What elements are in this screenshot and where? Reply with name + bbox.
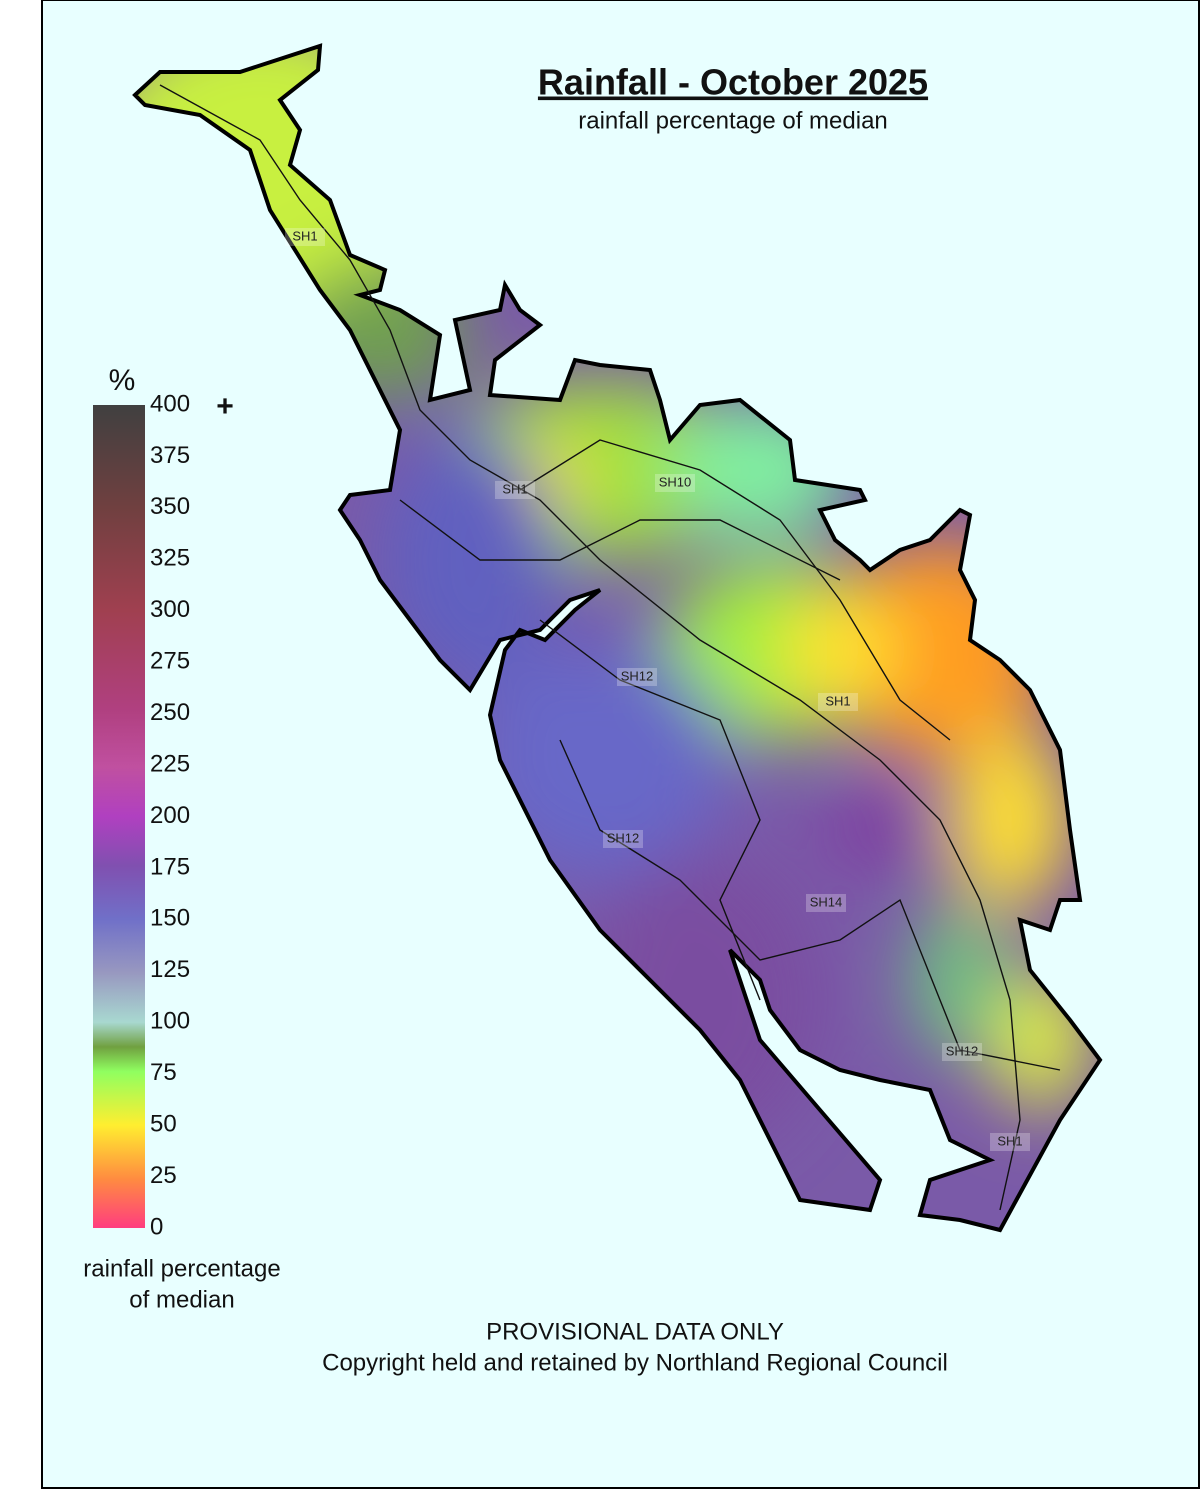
road-label: SH12 [621, 668, 654, 683]
road-label-bg [942, 1043, 982, 1061]
legend-label: of median [129, 1286, 234, 1313]
color-scale [93, 405, 145, 1228]
scale-tick-label: 350 [150, 493, 190, 520]
road-label: SH1 [997, 1133, 1022, 1148]
scale-tick-label: 175 [150, 853, 190, 880]
scale-tick-label: 200 [150, 802, 190, 829]
scale-tick-label: 250 [150, 699, 190, 726]
road-label-bg [495, 481, 535, 499]
road-label: SH10 [659, 474, 692, 489]
legend-unit: % [109, 364, 136, 397]
scale-tick-label: 150 [150, 905, 190, 932]
road-label-bg [285, 228, 325, 246]
road-label: SH1 [825, 693, 850, 708]
scale-tick-label: 0 [150, 1213, 163, 1240]
legend-label: rainfall percentage [83, 1255, 280, 1282]
road-label-bg [603, 830, 643, 848]
road-label-bg [655, 474, 695, 492]
road-label: SH12 [607, 830, 640, 845]
road-label: SH14 [810, 894, 843, 909]
scale-tick-label: 125 [150, 956, 190, 983]
scale-tick-label: 375 [150, 442, 190, 469]
road-label: SH1 [292, 228, 317, 243]
scale-tick-label: 325 [150, 545, 190, 572]
scale-tick-label: 100 [150, 1008, 190, 1035]
scale-tick-label: 400 [150, 390, 190, 417]
copyright: Copyright held and retained by Northland… [322, 1349, 948, 1376]
road-label-bg [617, 668, 657, 686]
road-label: SH1 [502, 481, 527, 496]
title: Rainfall - October 2025 [538, 62, 928, 103]
scale-tick-label: 75 [150, 1059, 177, 1086]
road-label-bg [818, 693, 858, 711]
road-label-bg [990, 1133, 1030, 1151]
legend-overflow: + [216, 390, 234, 423]
road-label-bg [806, 894, 846, 912]
scale-tick-label: 225 [150, 750, 190, 777]
scale-tick-label: 50 [150, 1110, 177, 1137]
scale-tick-label: 300 [150, 596, 190, 623]
roads [159, 84, 1061, 1211]
provisional-notice: PROVISIONAL DATA ONLY [486, 1318, 784, 1345]
scale-tick-label: 25 [150, 1162, 177, 1189]
scale-tick-label: 275 [150, 648, 190, 675]
subtitle: rainfall percentage of median [578, 107, 888, 134]
road-label: SH12 [946, 1043, 979, 1058]
